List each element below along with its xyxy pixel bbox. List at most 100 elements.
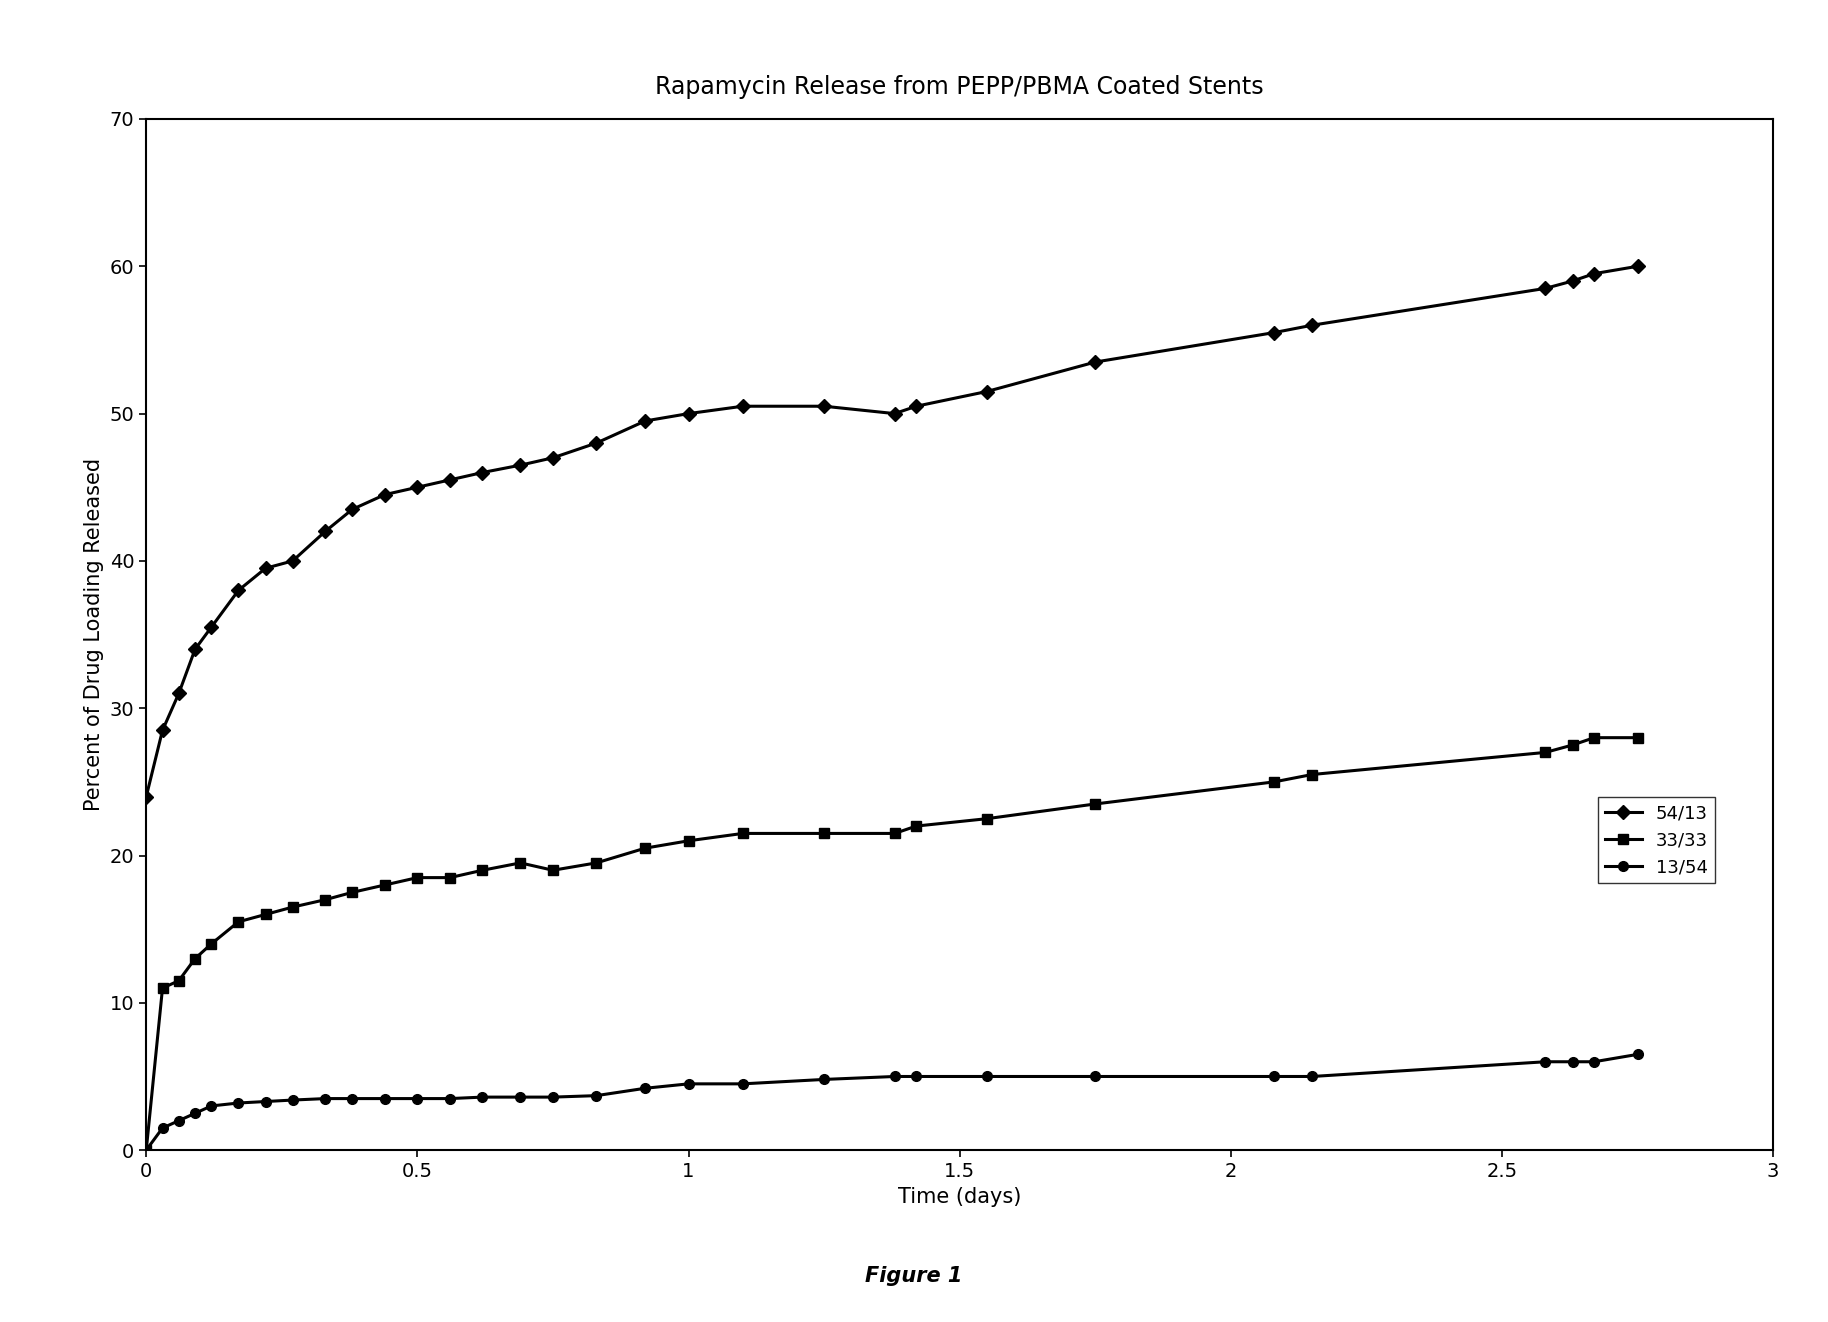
54/13 xyxy=(342,501,364,517)
54/13 xyxy=(185,641,207,657)
33/33 xyxy=(282,899,303,915)
13/54 xyxy=(472,1089,494,1105)
13/54 xyxy=(510,1089,532,1105)
13/54 xyxy=(282,1092,303,1108)
54/13 xyxy=(813,398,835,414)
13/54 xyxy=(168,1113,190,1129)
33/33 xyxy=(1263,773,1285,789)
33/33 xyxy=(1583,730,1605,746)
13/54 xyxy=(883,1068,905,1084)
33/33 xyxy=(135,1142,157,1158)
13/54 xyxy=(541,1089,563,1105)
33/33 xyxy=(883,825,905,841)
54/13 xyxy=(472,464,494,480)
33/33 xyxy=(1627,730,1649,746)
13/54 xyxy=(813,1072,835,1088)
33/33 xyxy=(152,980,174,995)
54/13 xyxy=(227,583,249,599)
13/54 xyxy=(254,1093,276,1109)
13/54 xyxy=(976,1068,998,1084)
33/33 xyxy=(168,973,190,989)
Line: 54/13: 54/13 xyxy=(141,262,1642,801)
33/33 xyxy=(185,951,207,966)
13/54 xyxy=(342,1091,364,1107)
54/13 xyxy=(1627,258,1649,274)
33/33 xyxy=(731,825,753,841)
54/13 xyxy=(634,412,656,428)
33/33 xyxy=(406,870,428,886)
33/33 xyxy=(314,892,336,908)
33/33 xyxy=(678,833,700,849)
13/54 xyxy=(314,1091,336,1107)
X-axis label: Time (days): Time (days) xyxy=(898,1187,1022,1207)
13/54 xyxy=(585,1088,607,1104)
33/33 xyxy=(227,914,249,929)
13/54 xyxy=(678,1076,700,1092)
54/13 xyxy=(541,449,563,465)
13/54 xyxy=(185,1105,207,1121)
Title: Rapamycin Release from PEPP/PBMA Coated Stents: Rapamycin Release from PEPP/PBMA Coated … xyxy=(656,75,1263,99)
33/33 xyxy=(1534,744,1556,760)
54/13 xyxy=(883,406,905,422)
54/13 xyxy=(1263,325,1285,341)
13/54 xyxy=(731,1076,753,1092)
13/54 xyxy=(201,1099,223,1114)
54/13 xyxy=(282,553,303,568)
54/13 xyxy=(1084,354,1106,370)
54/13 xyxy=(406,480,428,496)
13/54 xyxy=(1583,1054,1605,1069)
13/54 xyxy=(375,1091,397,1107)
54/13 xyxy=(1561,274,1583,290)
13/54 xyxy=(905,1068,927,1084)
33/33 xyxy=(1561,738,1583,754)
54/13 xyxy=(585,435,607,451)
33/33 xyxy=(342,884,364,900)
13/54 xyxy=(1561,1054,1583,1069)
Text: Figure 1: Figure 1 xyxy=(865,1266,963,1286)
54/13 xyxy=(201,619,223,635)
33/33 xyxy=(439,870,461,886)
54/13 xyxy=(678,406,700,422)
54/13 xyxy=(1302,317,1323,333)
13/54 xyxy=(1534,1054,1556,1069)
33/33 xyxy=(634,841,656,857)
54/13 xyxy=(168,686,190,702)
33/33 xyxy=(813,825,835,841)
13/54 xyxy=(406,1091,428,1107)
54/13 xyxy=(375,486,397,502)
54/13 xyxy=(731,398,753,414)
33/33 xyxy=(1302,767,1323,783)
33/33 xyxy=(254,907,276,923)
33/33 xyxy=(541,862,563,878)
33/33 xyxy=(585,855,607,871)
54/13 xyxy=(314,524,336,539)
13/54 xyxy=(1302,1068,1323,1084)
13/54 xyxy=(135,1142,157,1158)
Line: 33/33: 33/33 xyxy=(141,732,1642,1155)
13/54 xyxy=(439,1091,461,1107)
54/13 xyxy=(439,472,461,488)
Y-axis label: Percent of Drug Loading Released: Percent of Drug Loading Released xyxy=(84,457,104,812)
33/33 xyxy=(1084,796,1106,812)
13/54 xyxy=(152,1120,174,1136)
13/54 xyxy=(227,1095,249,1110)
54/13 xyxy=(510,457,532,473)
33/33 xyxy=(375,876,397,892)
33/33 xyxy=(976,810,998,826)
Line: 13/54: 13/54 xyxy=(141,1050,1642,1155)
33/33 xyxy=(905,818,927,834)
54/13 xyxy=(1583,266,1605,282)
33/33 xyxy=(472,862,494,878)
54/13 xyxy=(152,722,174,738)
13/54 xyxy=(1263,1068,1285,1084)
13/54 xyxy=(634,1080,656,1096)
13/54 xyxy=(1084,1068,1106,1084)
33/33 xyxy=(510,855,532,871)
Legend: 54/13, 33/33, 13/54: 54/13, 33/33, 13/54 xyxy=(1598,797,1715,883)
54/13 xyxy=(976,383,998,399)
54/13 xyxy=(254,561,276,576)
54/13 xyxy=(1534,280,1556,296)
33/33 xyxy=(201,936,223,952)
54/13 xyxy=(905,398,927,414)
54/13 xyxy=(135,789,157,805)
